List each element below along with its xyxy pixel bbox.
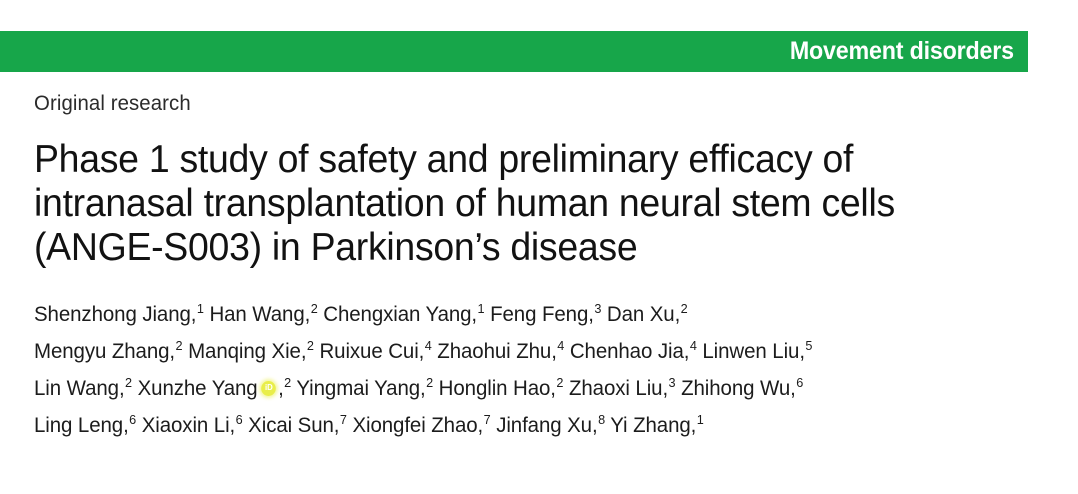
affiliation-marker[interactable]: 7: [483, 412, 491, 427]
author-name: Xiaoxin Li,6: [141, 412, 243, 437]
affiliation-marker[interactable]: 8: [598, 412, 606, 427]
author-name: Yi Zhang,1: [610, 412, 704, 437]
author-name-text: Yingmai Yang,: [296, 377, 426, 400]
author-line: Lin Wang,2 Xunzhe Yang,2 Yingmai Yang,2 …: [34, 370, 1019, 407]
author-name-text: Linwen Liu,: [702, 340, 805, 363]
section-banner-label: Movement disorders: [789, 37, 1014, 65]
author-name-text: Xunzhe Yang: [137, 377, 258, 400]
author-name: Xiongfei Zhao,7: [352, 412, 491, 437]
author-name: Han Wang,2: [209, 301, 318, 326]
author-line: Shenzhong Jiang,1 Han Wang,2 Chengxian Y…: [34, 296, 1019, 333]
affiliation-marker[interactable]: 2: [426, 375, 434, 390]
author-name-text: Zhaohui Zhu,: [437, 340, 557, 363]
title-line-1: Phase 1 study of safety and preliminary …: [34, 138, 854, 181]
author-name-text: Feng Feng,: [490, 303, 594, 326]
affiliation-marker[interactable]: 3: [594, 301, 602, 316]
author-name-text: Xicai Sun,: [248, 414, 340, 437]
affiliation-marker[interactable]: 4: [557, 338, 565, 353]
author-name: Jinfang Xu,8: [496, 412, 606, 437]
affiliation-marker[interactable]: 5: [805, 338, 813, 353]
author-name-text: Ling Leng,: [34, 414, 129, 437]
author-name-text: Manqing Xie,: [188, 340, 307, 363]
author-name-text: Chengxian Yang,: [323, 303, 478, 326]
author-name: Chengxian Yang,1: [323, 301, 485, 326]
title-line-2: intranasal transplantation of human neur…: [34, 182, 895, 225]
author-name-text: Han Wang,: [209, 303, 311, 326]
author-name-text: Honglin Hao,: [438, 377, 556, 400]
affiliation-marker[interactable]: 2: [175, 338, 183, 353]
author-name: Zhaoxi Liu,3: [568, 375, 676, 400]
author-name-text: Ruixue Cui,: [319, 340, 425, 363]
affiliation-marker[interactable]: 2: [556, 375, 564, 390]
author-name: Mengyu Zhang,2: [34, 338, 183, 363]
affiliation-marker[interactable]: 2: [284, 375, 292, 390]
section-banner: Movement disorders: [0, 31, 1028, 72]
author-name-text: Zhihong Wu,: [681, 377, 796, 400]
author-name: Zhaohui Zhu,4: [437, 338, 565, 363]
affiliation-marker[interactable]: 2: [125, 375, 133, 390]
author-name: Ruixue Cui,4: [319, 338, 432, 363]
author-name: Shenzhong Jiang,1: [34, 301, 204, 326]
affiliation-marker[interactable]: 6: [796, 375, 804, 390]
affiliation-marker[interactable]: 2: [306, 338, 314, 353]
affiliation-marker[interactable]: 4: [424, 338, 432, 353]
affiliation-marker[interactable]: 1: [696, 412, 704, 427]
author-name-text: Xiaoxin Li,: [141, 414, 236, 437]
article-type-label: Original research: [34, 92, 191, 115]
author-name: Yingmai Yang,2: [296, 375, 434, 400]
title-line-3: (ANGE-S003) in Parkinson’s disease: [34, 226, 638, 269]
author-name-text: Shenzhong Jiang,: [34, 303, 197, 326]
author-name-text: Jinfang Xu,: [496, 414, 598, 437]
affiliation-marker[interactable]: 6: [235, 412, 243, 427]
affiliation-marker[interactable]: 3: [668, 375, 676, 390]
affiliation-marker[interactable]: 1: [196, 301, 204, 316]
author-name-text: Lin Wang,: [34, 377, 125, 400]
affiliation-marker[interactable]: 7: [339, 412, 347, 427]
author-name: Linwen Liu,5: [702, 338, 813, 363]
author-name: Dan Xu,2: [606, 301, 688, 326]
author-name: Xunzhe Yang,2: [137, 375, 292, 400]
affiliation-marker[interactable]: 4: [689, 338, 697, 353]
author-name: Ling Leng,6: [34, 412, 137, 437]
affiliation-marker[interactable]: 2: [680, 301, 688, 316]
orcid-id-icon[interactable]: [261, 380, 277, 396]
affiliation-marker[interactable]: 6: [129, 412, 137, 427]
page-title: Phase 1 study of safety and preliminary …: [34, 138, 1004, 270]
author-name-text: Xiongfei Zhao,: [352, 414, 484, 437]
author-name-separator: ,: [278, 377, 284, 400]
author-list: Shenzhong Jiang,1 Han Wang,2 Chengxian Y…: [34, 296, 1019, 444]
author-name-text: Dan Xu,: [606, 303, 681, 326]
author-name: Chenhao Jia,4: [569, 338, 697, 363]
author-name: Zhihong Wu,6: [681, 375, 804, 400]
affiliation-marker[interactable]: 1: [477, 301, 485, 316]
author-name: Manqing Xie,2: [188, 338, 314, 363]
author-line: Ling Leng,6 Xiaoxin Li,6 Xicai Sun,7 Xio…: [34, 407, 1019, 444]
author-name: Honglin Hao,2: [438, 375, 564, 400]
article-header: Original research Phase 1 study of safet…: [34, 92, 1044, 444]
author-name-text: Zhaoxi Liu,: [568, 377, 669, 400]
author-name-text: Yi Zhang,: [610, 414, 697, 437]
author-name-text: Chenhao Jia,: [569, 340, 690, 363]
author-name: Feng Feng,3: [490, 301, 602, 326]
author-name-text: Mengyu Zhang,: [34, 340, 176, 363]
affiliation-marker[interactable]: 2: [310, 301, 318, 316]
author-line: Mengyu Zhang,2 Manqing Xie,2 Ruixue Cui,…: [34, 333, 1019, 370]
author-name: Lin Wang,2: [34, 375, 133, 400]
author-name: Xicai Sun,7: [248, 412, 347, 437]
